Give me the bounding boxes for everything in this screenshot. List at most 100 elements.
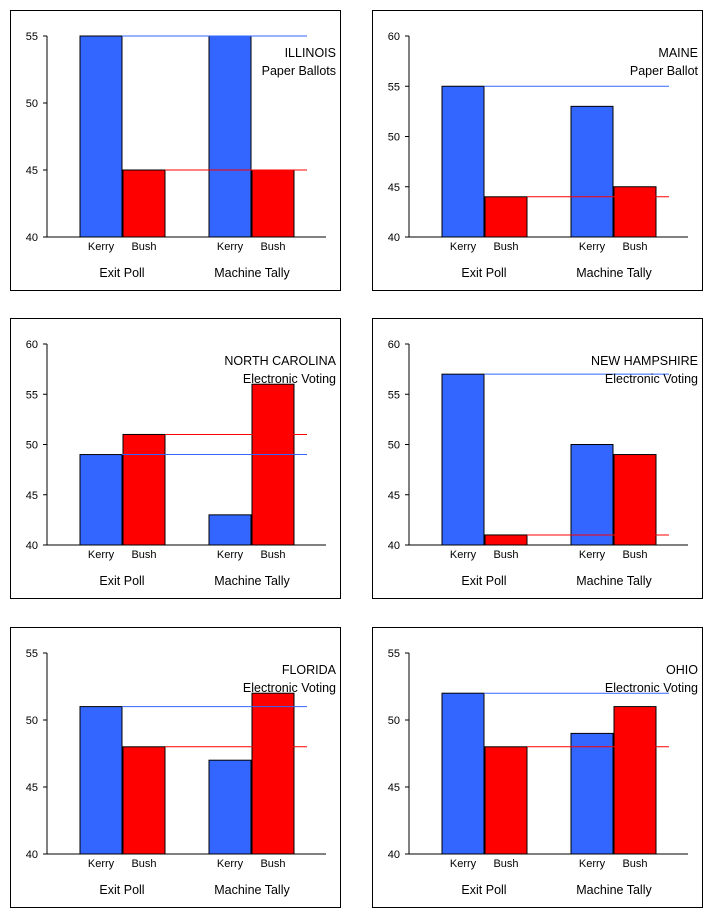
- chart-svg: 40 45 50 55 Kerry Bush Kerry Bush Exit Poll Machi…: [26, 648, 337, 897]
- bar-kerry-exit-poll: [441, 692, 485, 855]
- y-tick-label: 50: [26, 440, 38, 452]
- category-label: Bush: [493, 858, 518, 870]
- y-tick-label: 45: [388, 490, 400, 502]
- chart-title: FLORIDA: [282, 663, 337, 677]
- category-label: Kerry: [579, 858, 606, 870]
- chart-svg: 40 45 50 55 60 Kerry Bush Kerry Bush Exit Poll Mac…: [388, 339, 698, 588]
- chart-subtitle: Electronic Voting: [243, 372, 336, 386]
- y-tick-label: 45: [388, 182, 400, 194]
- category-label: Kerry: [450, 858, 477, 870]
- category-label: Bush: [622, 549, 647, 561]
- y-tick-label: 40: [388, 540, 400, 552]
- y-tick-label: 60: [26, 339, 38, 351]
- group-label: Exit Poll: [99, 574, 144, 588]
- y-tick-label: 45: [26, 490, 38, 502]
- chart-subtitle: Paper Ballot: [630, 64, 699, 78]
- group-label: Machine Tally: [576, 266, 652, 280]
- chart-svg: 40 45 50 55 Kerry Bush Kerry Bush Exit Poll Machi…: [26, 31, 336, 280]
- category-label: Kerry: [88, 549, 115, 561]
- category-label: Kerry: [450, 241, 477, 253]
- bar-bush-exit-poll: [122, 746, 166, 855]
- group-label: Exit Poll: [99, 266, 144, 280]
- category-label: Kerry: [88, 241, 115, 253]
- group-label: Exit Poll: [461, 883, 506, 897]
- chart-title: NEW HAMPSHIRE: [591, 354, 698, 368]
- chart-svg: 40 45 50 55 Kerry Bush Kerry Bush Exit Poll Machi…: [388, 648, 699, 897]
- category-label: Kerry: [217, 858, 244, 870]
- chart-subtitle: Electronic Voting: [605, 681, 698, 695]
- bar-kerry-exit-poll: [441, 373, 485, 546]
- bar-bush-exit-poll: [484, 534, 528, 546]
- bar-kerry-exit-poll: [441, 85, 485, 238]
- y-tick-label: 50: [388, 440, 400, 452]
- category-label: Bush: [260, 858, 285, 870]
- bar-kerry-exit-poll: [79, 706, 123, 855]
- y-tick-label: 50: [26, 98, 38, 110]
- y-tick-label: 50: [388, 132, 400, 144]
- chart-panel-maine: 40 45 50 55 60 Kerry Bush Kerry Bush Exit Poll Mac…: [372, 10, 703, 291]
- group-label: Machine Tally: [214, 574, 290, 588]
- chart-title: OHIO: [666, 663, 698, 677]
- y-tick-label: 40: [388, 849, 400, 861]
- group-label: Exit Poll: [461, 574, 506, 588]
- category-label: Kerry: [217, 549, 244, 561]
- y-tick-label: 45: [388, 782, 400, 794]
- bar-kerry-exit-poll: [79, 35, 123, 238]
- y-tick-label: 45: [26, 782, 38, 794]
- category-label: Kerry: [450, 549, 477, 561]
- chart-panel-ohio: 40 45 50 55 Kerry Bush Kerry Bush Exit Poll Machi…: [372, 627, 703, 908]
- y-tick-label: 40: [26, 849, 38, 861]
- chart-title: MAINE: [658, 46, 698, 60]
- bar-bush-machine-tally: [613, 454, 657, 546]
- bar-bush-machine-tally: [251, 383, 295, 546]
- chart-svg: 40 45 50 55 60 Kerry Bush Kerry Bush Exit Poll Mac…: [26, 339, 337, 588]
- bar-bush-exit-poll: [122, 169, 166, 238]
- chart-subtitle: Electronic Voting: [605, 372, 698, 386]
- chart-svg: 40 45 50 55 60 Kerry Bush Kerry Bush Exit Poll Mac…: [388, 31, 699, 280]
- y-tick-label: 55: [388, 81, 400, 93]
- bar-kerry-exit-poll: [79, 454, 123, 546]
- category-label: Kerry: [88, 858, 115, 870]
- chart-title: ILLINOIS: [285, 46, 336, 60]
- bar-bush-machine-tally: [251, 169, 295, 238]
- y-tick-label: 40: [26, 232, 38, 244]
- bar-kerry-machine-tally: [570, 732, 614, 855]
- group-label: Machine Tally: [576, 883, 652, 897]
- bar-bush-machine-tally: [613, 706, 657, 855]
- category-label: Bush: [131, 858, 156, 870]
- bar-bush-exit-poll: [122, 433, 166, 546]
- chart-panel-florida: 40 45 50 55 Kerry Bush Kerry Bush Exit Poll Machi…: [10, 627, 341, 908]
- bar-bush-exit-poll: [484, 196, 528, 238]
- category-label: Bush: [622, 858, 647, 870]
- chart-panel-illinois: 40 45 50 55 Kerry Bush Kerry Bush Exit Poll Machi…: [10, 10, 341, 291]
- y-tick-label: 50: [26, 715, 38, 727]
- y-tick-label: 60: [388, 31, 400, 43]
- group-label: Machine Tally: [214, 266, 290, 280]
- bar-bush-machine-tally: [613, 186, 657, 238]
- category-label: Bush: [131, 549, 156, 561]
- category-label: Bush: [131, 241, 156, 253]
- chart-panel-new-hampshire: 40 45 50 55 60 Kerry Bush Kerry Bush Exit Poll Mac…: [372, 318, 703, 599]
- category-label: Bush: [493, 241, 518, 253]
- chart-title: NORTH CAROLINA: [224, 354, 336, 368]
- bar-kerry-machine-tally: [208, 35, 252, 238]
- bar-kerry-machine-tally: [208, 759, 252, 855]
- category-label: Kerry: [217, 241, 244, 253]
- y-tick-label: 55: [388, 389, 400, 401]
- bar-kerry-machine-tally: [208, 514, 252, 546]
- bar-bush-machine-tally: [251, 692, 295, 855]
- bar-kerry-machine-tally: [570, 105, 614, 238]
- category-label: Bush: [622, 241, 647, 253]
- group-label: Machine Tally: [576, 574, 652, 588]
- category-label: Kerry: [579, 241, 606, 253]
- category-label: Bush: [493, 549, 518, 561]
- chart-panel-north-carolina: 40 45 50 55 60 Kerry Bush Kerry Bush Exit Poll Mac…: [10, 318, 341, 599]
- y-tick-label: 40: [388, 232, 400, 244]
- category-label: Bush: [260, 241, 285, 253]
- y-tick-label: 50: [388, 715, 400, 727]
- group-label: Exit Poll: [461, 266, 506, 280]
- chart-subtitle: Electronic Voting: [243, 681, 336, 695]
- category-label: Kerry: [579, 549, 606, 561]
- y-tick-label: 55: [26, 389, 38, 401]
- y-tick-label: 55: [26, 31, 38, 43]
